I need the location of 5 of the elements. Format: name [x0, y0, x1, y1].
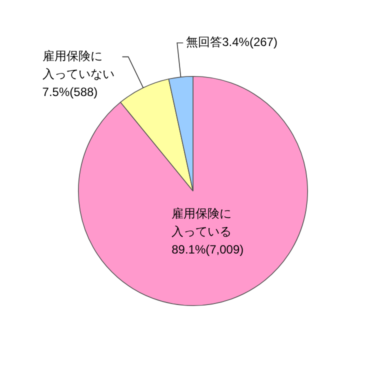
slice-label: 雇用保険に入っている: [172, 206, 232, 238]
data-label: 89.1%(7,009): [172, 242, 244, 256]
data-label: 7.5%(588): [42, 85, 98, 100]
slice-label: 雇用保険に入っていない: [42, 49, 114, 82]
slice-label: 無回答3.4%(267): [186, 35, 278, 50]
